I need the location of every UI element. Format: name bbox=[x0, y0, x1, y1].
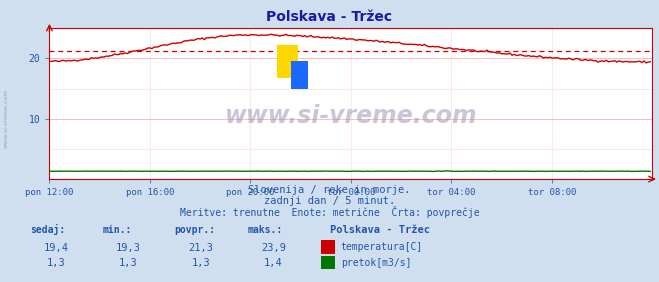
Bar bbox=[291, 61, 308, 89]
Text: Polskava - Tržec: Polskava - Tržec bbox=[266, 10, 393, 24]
Text: 23,9: 23,9 bbox=[261, 243, 286, 253]
Text: povpr.:: povpr.: bbox=[175, 225, 215, 235]
Text: zadnji dan / 5 minut.: zadnji dan / 5 minut. bbox=[264, 197, 395, 206]
Text: 19,3: 19,3 bbox=[116, 243, 141, 253]
Text: 1,3: 1,3 bbox=[47, 259, 65, 268]
Text: www.si-vreme.com: www.si-vreme.com bbox=[225, 104, 477, 128]
Text: pretok[m3/s]: pretok[m3/s] bbox=[341, 258, 411, 268]
Text: 1,3: 1,3 bbox=[119, 259, 138, 268]
Text: maks.:: maks.: bbox=[247, 225, 282, 235]
Text: sedaj:: sedaj: bbox=[30, 224, 65, 235]
Text: Polskava - Tržec: Polskava - Tržec bbox=[330, 225, 430, 235]
Text: www.si-vreme.com: www.si-vreme.com bbox=[4, 89, 9, 148]
Text: Slovenija / reke in morje.: Slovenija / reke in morje. bbox=[248, 185, 411, 195]
Text: min.:: min.: bbox=[102, 225, 132, 235]
Text: 1,4: 1,4 bbox=[264, 259, 283, 268]
Text: 1,3: 1,3 bbox=[192, 259, 210, 268]
Text: 19,4: 19,4 bbox=[43, 243, 69, 253]
Bar bbox=[277, 45, 299, 78]
Text: 21,3: 21,3 bbox=[188, 243, 214, 253]
Text: temperatura[C]: temperatura[C] bbox=[341, 242, 423, 252]
Text: Meritve: trenutne  Enote: metrične  Črta: povprečje: Meritve: trenutne Enote: metrične Črta: … bbox=[180, 206, 479, 218]
